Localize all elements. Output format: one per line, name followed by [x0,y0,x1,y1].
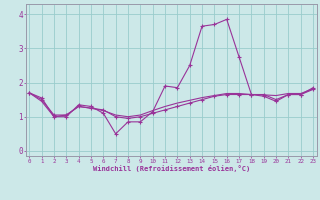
X-axis label: Windchill (Refroidissement éolien,°C): Windchill (Refroidissement éolien,°C) [92,165,250,172]
